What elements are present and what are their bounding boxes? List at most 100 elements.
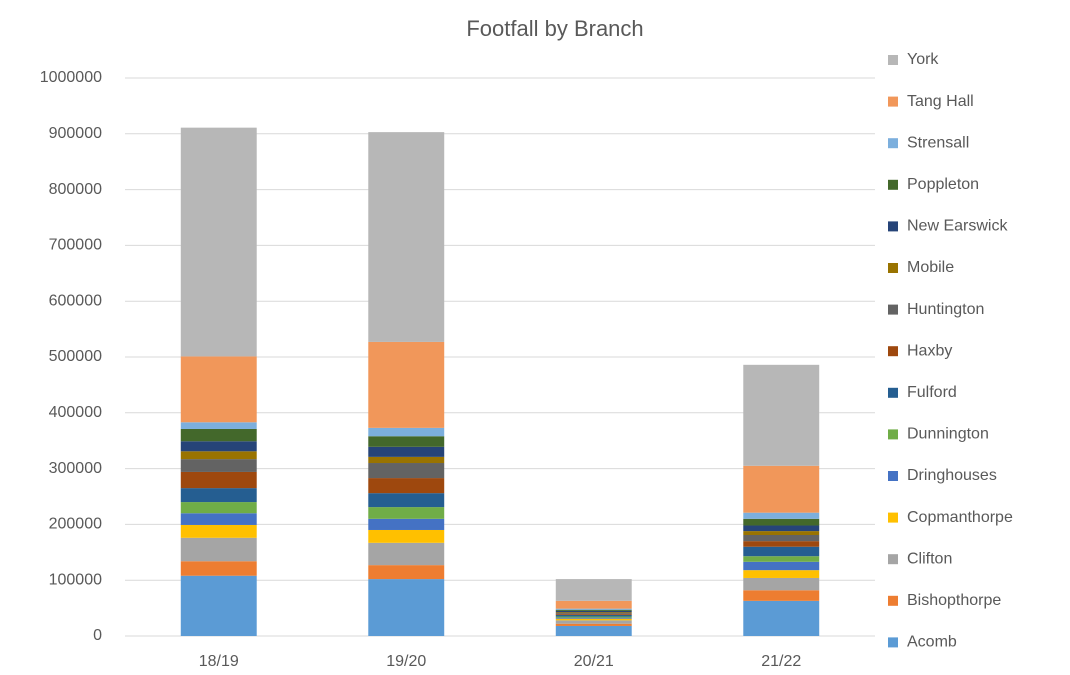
bar-segment: [743, 465, 820, 513]
x-tick-label: 19/20: [386, 653, 426, 670]
bar-segment: [368, 427, 445, 437]
bar-segment: [555, 625, 632, 636]
bar-segment: [180, 471, 257, 489]
bar-segment: [555, 600, 632, 609]
x-tick-label: 21/22: [761, 653, 801, 670]
bar-segment: [368, 341, 445, 428]
bar-segment: [555, 613, 632, 615]
legend-label: Dunnington: [907, 426, 989, 443]
bar-segment: [555, 609, 632, 611]
bar-segment: [743, 512, 820, 519]
legend-swatch: [888, 387, 898, 398]
legend-swatch: [888, 263, 898, 273]
bar-segment: [180, 441, 257, 452]
legend-label: Clifton: [907, 550, 952, 567]
legend-swatch: [888, 554, 898, 565]
legend-swatch: [888, 512, 898, 523]
legend-label: Haxby: [907, 342, 952, 359]
legend-label: York: [907, 51, 939, 68]
bar-segment: [555, 579, 632, 601]
bar-segment: [180, 575, 257, 636]
bar-segment: [555, 612, 632, 613]
bar-segment: [368, 507, 445, 519]
legend-label: Dringhouses: [907, 467, 997, 484]
bar-segment: [368, 463, 445, 479]
bar-segment: [180, 561, 257, 576]
bar-segment: [180, 356, 257, 423]
y-tick-label: 100000: [49, 571, 102, 588]
bar-segment: [180, 127, 257, 357]
legend-label: New Earswick: [907, 218, 1008, 235]
bar-segment: [555, 623, 632, 626]
legend-swatch: [888, 304, 898, 315]
legend-swatch: [888, 138, 898, 149]
bar-segment: [555, 614, 632, 617]
bar-segment: [180, 513, 257, 525]
legend-label: Copmanthorpe: [907, 509, 1013, 526]
bar-segment: [743, 590, 820, 601]
y-tick-label: 300000: [49, 460, 102, 477]
legend-swatch: [888, 595, 898, 606]
y-tick-label: 200000: [49, 516, 102, 533]
bar-segment: [180, 428, 257, 442]
y-tick-label: 600000: [49, 292, 102, 309]
bar-segment: [368, 456, 445, 464]
bar-segment: [180, 502, 257, 514]
bar-segment: [368, 529, 445, 543]
bar-segment: [368, 579, 445, 636]
legend-swatch: [888, 346, 898, 357]
bar-segment: [368, 565, 445, 580]
bar-segment: [180, 537, 257, 562]
x-tick-label: 18/19: [199, 653, 239, 670]
legend-swatch: [888, 179, 898, 190]
bar-segment: [368, 542, 445, 566]
legend-label: Huntington: [907, 301, 984, 318]
bar-segment: [743, 570, 820, 578]
bar-segment: [743, 364, 820, 466]
bar-segment: [743, 518, 820, 526]
bar-segment: [743, 600, 820, 636]
bar-segment: [180, 488, 257, 503]
bar-segment: [555, 616, 632, 618]
chart-title: Footfall by Branch: [466, 16, 643, 41]
bar-segment: [180, 422, 257, 429]
bar-segment: [743, 561, 820, 571]
x-tick-label: 20/21: [574, 653, 614, 670]
bar-segment: [743, 535, 820, 542]
bar-segment: [743, 541, 820, 547]
bar-segment: [555, 620, 632, 624]
bar-segment: [743, 556, 820, 562]
bar-segment: [743, 525, 820, 532]
bar-segment: [368, 518, 445, 530]
y-tick-label: 900000: [49, 125, 102, 142]
bar-segment: [555, 608, 632, 610]
y-tick-label: 800000: [49, 181, 102, 198]
bar-segment: [368, 446, 445, 457]
legend-label: Strensall: [907, 134, 969, 151]
bar-segment: [555, 610, 632, 613]
y-tick-label: 1000000: [40, 69, 102, 86]
bar-segment: [180, 524, 257, 538]
bar-segment: [743, 531, 820, 536]
legend-label: Fulford: [907, 384, 957, 401]
legend-label: Poppleton: [907, 176, 979, 193]
legend-swatch: [888, 429, 898, 440]
legend-label: Bishopthorpe: [907, 592, 1001, 609]
legend-label: Mobile: [907, 259, 954, 276]
y-tick-label: 0: [93, 627, 102, 644]
bar-segment: [368, 478, 445, 494]
bar-segment: [180, 459, 257, 472]
bar-segment: [368, 436, 445, 447]
y-tick-label: 400000: [49, 404, 102, 421]
legend-swatch: [888, 637, 898, 648]
bar-segment: [743, 546, 820, 557]
legend-swatch: [888, 221, 898, 232]
bar-segment: [180, 451, 257, 460]
legend-label: Acomb: [907, 634, 957, 651]
bar-segment: [368, 132, 445, 342]
y-tick-label: 500000: [49, 348, 102, 365]
bar-segment: [555, 617, 632, 619]
bar-segment: [743, 577, 820, 591]
legend-swatch: [888, 55, 898, 65]
